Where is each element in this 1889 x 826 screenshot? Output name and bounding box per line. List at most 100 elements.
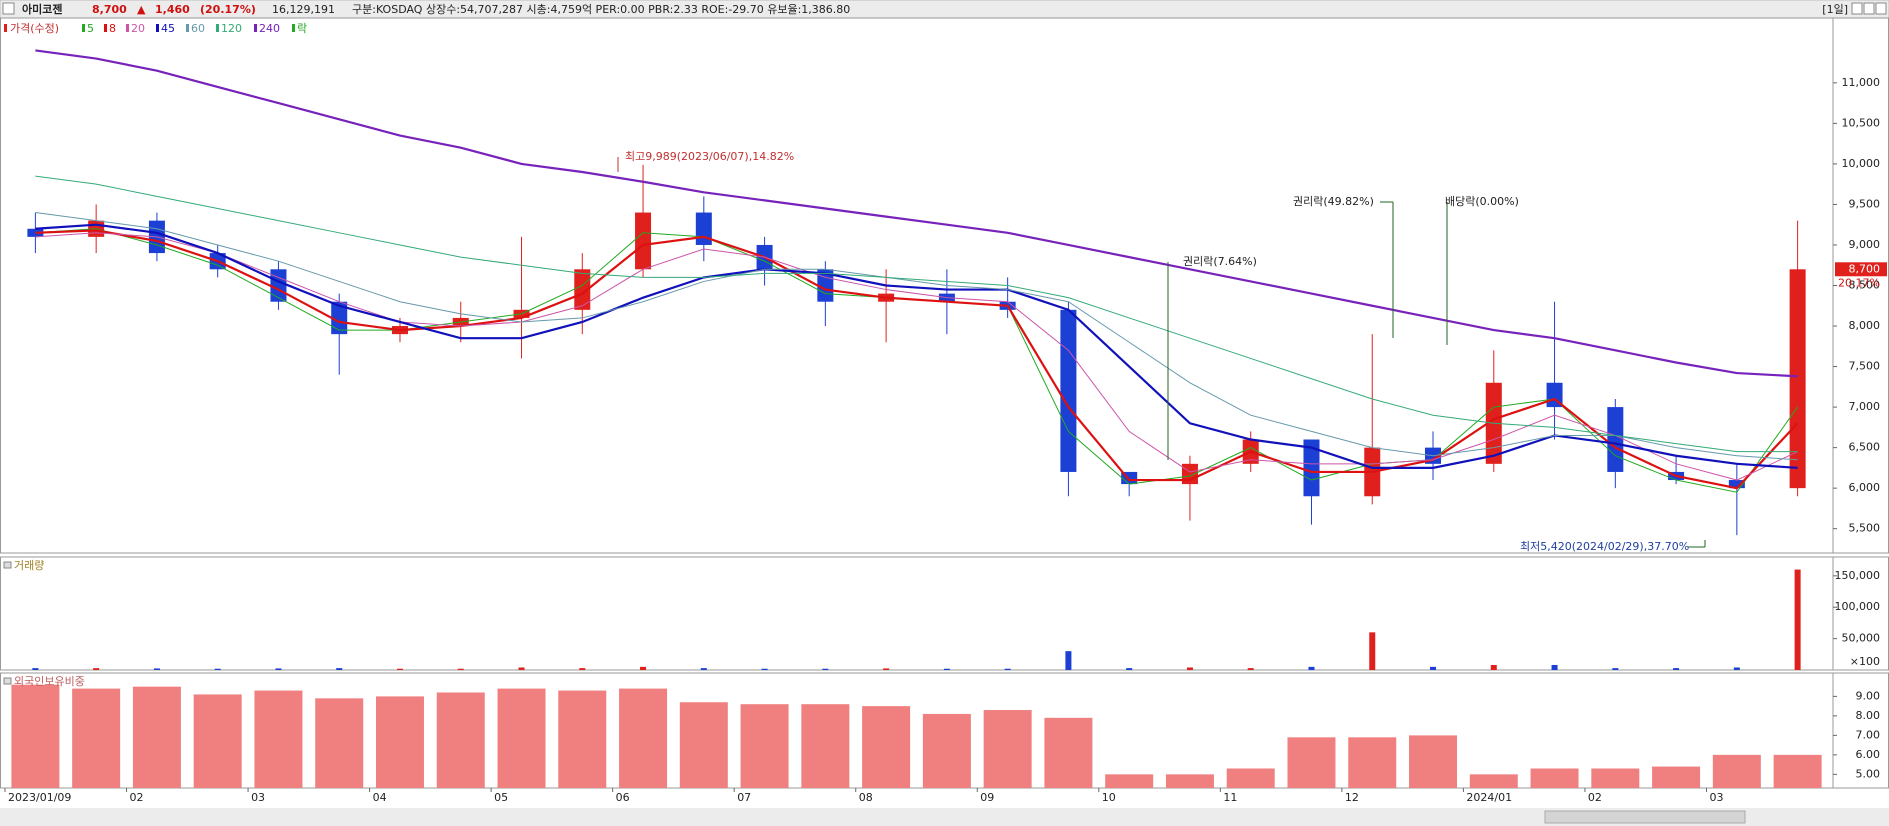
y-tick-label: 6,000: [1849, 481, 1881, 494]
legend-label: 240: [259, 22, 280, 35]
candle-body: [574, 269, 591, 310]
bar: [436, 692, 485, 788]
bar: [1287, 737, 1336, 788]
candle-body: [1789, 269, 1806, 489]
close-button[interactable]: [1875, 2, 1887, 15]
bar: [1044, 717, 1093, 788]
annotation: 최고9,989(2023/06/07),14.82%: [625, 150, 794, 163]
bar: [1165, 774, 1214, 788]
bar: [1652, 766, 1701, 788]
bar: [740, 704, 789, 788]
volume: 16,129,191: [272, 3, 335, 16]
y-tick-label: 8,000: [1849, 319, 1881, 332]
legend-swatch: [186, 24, 189, 32]
y-tick-label: 6,500: [1849, 441, 1881, 454]
candle-body: [635, 212, 652, 270]
panel-icon: [3, 561, 12, 569]
annotation: 권리락(49.82%): [1293, 195, 1374, 208]
x-tick-label: 05: [494, 791, 508, 804]
y-tick-label: 6.00: [1856, 748, 1881, 761]
legend-swatch: [4, 24, 7, 32]
legend-swatch: [254, 24, 257, 32]
y-tick-label: 8.00: [1856, 709, 1881, 722]
bar: [1126, 668, 1133, 670]
candle-body: [1728, 480, 1745, 489]
info: 구분:KOSDAQ 상장수:54,707,287 시총:4,759억 PER:0…: [352, 3, 850, 16]
bar: [214, 668, 221, 670]
bar: [1773, 754, 1822, 788]
bar: [93, 668, 100, 670]
bar: [254, 690, 303, 788]
menu-box[interactable]: [2, 2, 15, 15]
bar: [822, 668, 829, 670]
unit-label: ×100: [1850, 655, 1880, 668]
bar: [1348, 737, 1397, 788]
bar: [640, 666, 647, 670]
change-pct: (20.17%): [200, 3, 256, 16]
bar: [1530, 768, 1579, 788]
bar: [579, 668, 586, 670]
min-button[interactable]: [1851, 2, 1863, 15]
annotation: 권리락(7.64%): [1183, 255, 1257, 268]
price: 8,700: [92, 3, 127, 16]
x-tick-label: 09: [980, 791, 994, 804]
x-tick-label: 07: [737, 791, 751, 804]
x-tick-label: 02: [130, 791, 144, 804]
y-tick-label: 7.00: [1856, 728, 1881, 741]
bar: [1591, 768, 1640, 788]
bar: [1612, 668, 1619, 670]
bar: [396, 668, 403, 670]
bar: [1369, 632, 1376, 670]
bar: [761, 668, 768, 670]
bar: [862, 706, 911, 788]
y-tick-label: 9,500: [1849, 197, 1881, 210]
bar: [457, 668, 464, 670]
bar: [153, 668, 160, 670]
scrollbar[interactable]: [0, 808, 1889, 826]
bar: [11, 684, 60, 788]
bar: [1186, 667, 1193, 670]
x-tick-label: 10: [1102, 791, 1116, 804]
annotation: 최저5,420(2024/02/29),37.70%: [1520, 540, 1689, 553]
panel-title: 외국인보유비중: [14, 675, 85, 688]
bar: [1247, 668, 1254, 670]
y-tick-label: 7,000: [1849, 400, 1881, 413]
x-tick-label: 11: [1223, 791, 1237, 804]
stock-name: 아미코젠: [22, 2, 62, 16]
bar: [1794, 569, 1801, 670]
bar: [619, 688, 668, 788]
legend-label: 120: [221, 22, 242, 35]
candle-body: [270, 269, 287, 302]
bar: [558, 690, 607, 788]
change: 1,460: [155, 3, 190, 16]
bar: [1469, 774, 1518, 788]
bar: [679, 702, 728, 788]
legend-label: 45: [161, 22, 175, 35]
y-tick-label: 8,500: [1849, 279, 1881, 292]
legend-swatch: [292, 24, 295, 32]
bar: [497, 688, 546, 788]
candle-body: [331, 301, 348, 335]
bar: [801, 704, 850, 788]
bar: [1551, 664, 1558, 670]
y-tick-label: 9.00: [1856, 689, 1881, 702]
price-tag-label: 8,700: [1849, 262, 1881, 275]
bar: [943, 668, 950, 670]
max-button[interactable]: [1863, 2, 1875, 15]
legend-label: 가격(수정): [10, 22, 59, 35]
bar: [132, 686, 181, 788]
panel-icon: [3, 677, 12, 685]
scroll-thumb[interactable]: [1544, 810, 1746, 824]
candle-body: [27, 228, 44, 237]
period[interactable]: [1일]: [1822, 2, 1848, 16]
panel-title: 거래량: [14, 559, 44, 572]
bar: [1673, 668, 1680, 670]
candle-body: [1303, 439, 1320, 497]
moving-average: [35, 212, 1798, 461]
bar: [315, 698, 364, 788]
legend-label: 8: [109, 22, 116, 35]
x-tick-label: 08: [859, 791, 873, 804]
candle-body: [1607, 407, 1624, 472]
